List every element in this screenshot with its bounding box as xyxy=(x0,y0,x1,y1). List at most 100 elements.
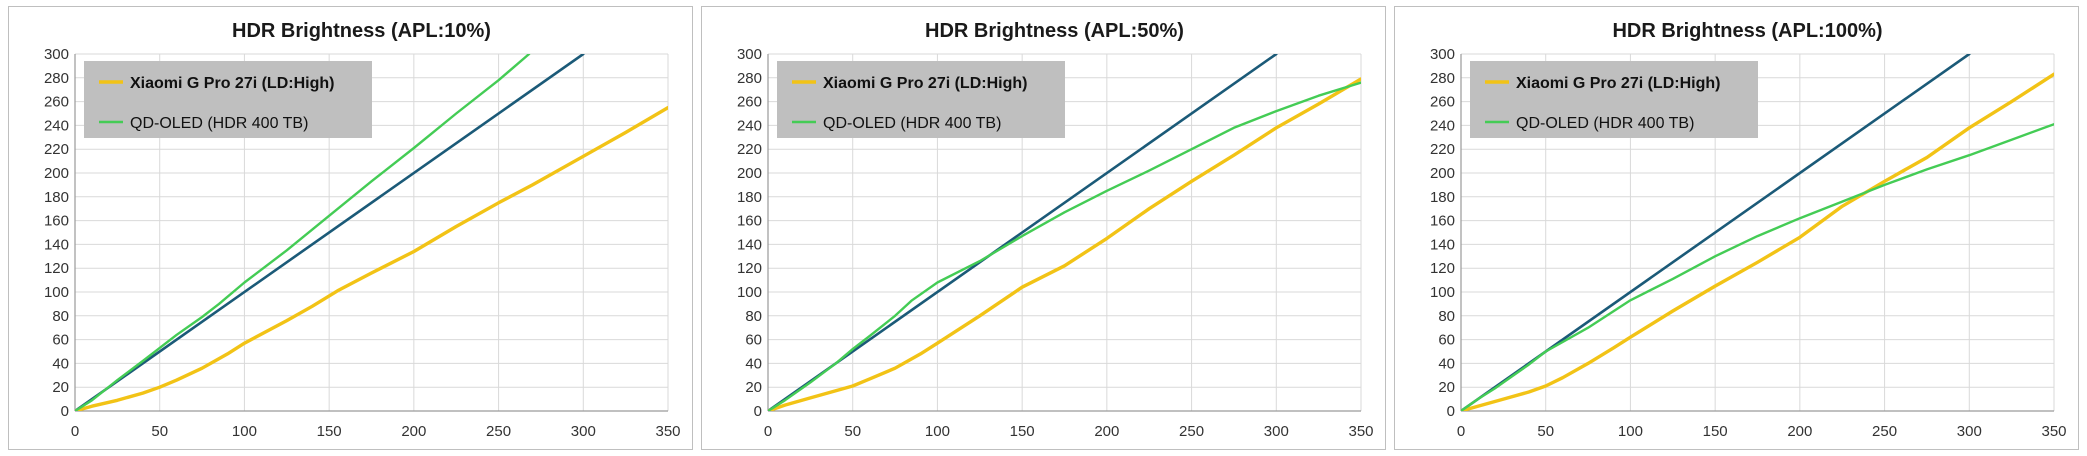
y-tick-label: 120 xyxy=(44,260,69,277)
series-line-xiaomi xyxy=(1461,72,2054,411)
x-tick-label: 350 xyxy=(2041,423,2066,440)
y-tick-label: 260 xyxy=(737,94,762,111)
y-tick-label: 20 xyxy=(745,379,762,396)
legend: Xiaomi G Pro 27i (LD:High) QD-OLED (HDR 4… xyxy=(1470,61,1758,138)
chart-title: HDR Brightness (APL:50%) xyxy=(925,20,1184,42)
x-tick-label: 100 xyxy=(925,423,950,440)
y-tick-label: 200 xyxy=(44,165,69,182)
series-line-qdoled xyxy=(75,54,531,411)
y-tick-label: 160 xyxy=(44,213,69,230)
series-line-reference xyxy=(768,54,1278,411)
x-tick-label: 250 xyxy=(1872,423,1897,440)
chart-apl-10: HDR Brightness (APL:10%) 0 20 40 60 80 100 120 1… xyxy=(44,20,681,440)
y-tick-label: 140 xyxy=(737,236,762,253)
y-tick-label: 300 xyxy=(1430,46,1455,63)
y-tick-label: 260 xyxy=(1430,94,1455,111)
x-tick-label: 150 xyxy=(1703,423,1728,440)
chart-title: HDR Brightness (APL:100%) xyxy=(1612,20,1882,42)
y-tick-label: 280 xyxy=(44,70,69,87)
y-tick-label: 200 xyxy=(737,165,762,182)
x-tick-label: 250 xyxy=(1179,423,1204,440)
y-tick-label: 20 xyxy=(1438,379,1455,396)
x-tick-label: 250 xyxy=(486,423,511,440)
y-tick-label: 60 xyxy=(745,332,762,349)
chart-panel-apl-50: HDR Brightness (APL:50%) 0 20 40 60 80 100 120 1… xyxy=(701,6,1386,450)
y-tick-label: 120 xyxy=(737,260,762,277)
y-tick-label: 240 xyxy=(44,117,69,134)
x-tick-label: 350 xyxy=(1348,423,1373,440)
x-tick-label: 50 xyxy=(151,423,168,440)
legend-box xyxy=(777,61,1065,138)
y-tick-label: 280 xyxy=(737,70,762,87)
x-tick-label: 200 xyxy=(401,423,426,440)
y-tick-label: 180 xyxy=(44,189,69,206)
chart-panel-apl-10: HDR Brightness (APL:10%) 0 20 40 60 80 100 120 1… xyxy=(8,6,693,450)
x-tick-label: 350 xyxy=(655,423,680,440)
legend-label-qdoled: QD-OLED (HDR 400 TB) xyxy=(1516,115,1694,132)
legend-box xyxy=(1470,61,1758,138)
x-tick-label: 300 xyxy=(1957,423,1982,440)
y-tick-label: 180 xyxy=(737,189,762,206)
y-tick-label: 120 xyxy=(1430,260,1455,277)
x-tick-label: 150 xyxy=(317,423,342,440)
legend-box xyxy=(84,61,372,138)
x-tick-label: 300 xyxy=(1264,423,1289,440)
y-tick-label: 240 xyxy=(1430,117,1455,134)
x-tick-label: 100 xyxy=(232,423,257,440)
x-tick-label: 0 xyxy=(71,423,79,440)
y-tick-label: 100 xyxy=(737,284,762,301)
x-tick-label: 100 xyxy=(1618,423,1643,440)
y-tick-label: 260 xyxy=(44,94,69,111)
y-tick-label: 20 xyxy=(52,379,69,396)
y-tick-label: 160 xyxy=(737,213,762,230)
y-tick-label: 0 xyxy=(61,403,69,420)
y-tick-label: 80 xyxy=(52,308,69,325)
y-tick-label: 100 xyxy=(44,284,69,301)
y-tick-label: 300 xyxy=(737,46,762,63)
series-line-reference xyxy=(75,54,585,411)
y-tick-label: 220 xyxy=(737,141,762,158)
y-tick-label: 80 xyxy=(745,308,762,325)
y-tick-label: 160 xyxy=(1430,213,1455,230)
y-tick-label: 80 xyxy=(1438,308,1455,325)
legend-label-xiaomi: Xiaomi G Pro 27i (LD:High) xyxy=(823,75,1027,92)
y-tick-label: 0 xyxy=(1447,403,1455,420)
legend-label-qdoled: QD-OLED (HDR 400 TB) xyxy=(130,115,308,132)
x-tick-label: 50 xyxy=(844,423,861,440)
x-tick-label: 200 xyxy=(1787,423,1812,440)
x-tick-label: 0 xyxy=(764,423,772,440)
y-tick-label: 220 xyxy=(1430,141,1455,158)
legend: Xiaomi G Pro 27i (LD:High) QD-OLED (HDR 4… xyxy=(777,61,1065,138)
legend-label-qdoled: QD-OLED (HDR 400 TB) xyxy=(823,115,1001,132)
y-tick-label: 40 xyxy=(1438,355,1455,372)
y-tick-label: 300 xyxy=(44,46,69,63)
y-tick-label: 40 xyxy=(745,355,762,372)
series-line-qdoled xyxy=(1461,123,2054,411)
x-tick-label: 300 xyxy=(571,423,596,440)
y-tick-label: 140 xyxy=(44,236,69,253)
x-tick-label: 0 xyxy=(1457,423,1465,440)
y-tick-label: 180 xyxy=(1430,189,1455,206)
x-tick-label: 150 xyxy=(1010,423,1035,440)
series-line-xiaomi xyxy=(75,105,668,411)
y-tick-label: 140 xyxy=(1430,236,1455,253)
y-tick-label: 60 xyxy=(1438,332,1455,349)
chart-panel-apl-100: HDR Brightness (APL:100%) 0 20 40 60 80 100 120… xyxy=(1394,6,2079,450)
chart-apl-100: HDR Brightness (APL:100%) 0 20 40 60 80 100 120… xyxy=(1430,20,2067,440)
y-tick-label: 40 xyxy=(52,355,69,372)
chart-apl-50: HDR Brightness (APL:50%) 0 20 40 60 80 100 120 1… xyxy=(737,20,1374,440)
y-tick-label: 100 xyxy=(1430,284,1455,301)
y-tick-label: 0 xyxy=(754,403,762,420)
chart-title: HDR Brightness (APL:10%) xyxy=(232,20,491,42)
legend-label-xiaomi: Xiaomi G Pro 27i (LD:High) xyxy=(130,75,334,92)
y-tick-label: 200 xyxy=(1430,165,1455,182)
legend: Xiaomi G Pro 27i (LD:High) QD-OLED (HDR 4… xyxy=(84,61,372,138)
x-tick-label: 50 xyxy=(1537,423,1554,440)
y-tick-label: 220 xyxy=(44,141,69,158)
y-tick-label: 280 xyxy=(1430,70,1455,87)
x-tick-label: 200 xyxy=(1094,423,1119,440)
y-tick-label: 60 xyxy=(52,332,69,349)
series-line-qdoled xyxy=(768,81,1361,411)
legend-label-xiaomi: Xiaomi G Pro 27i (LD:High) xyxy=(1516,75,1720,92)
series-line-xiaomi xyxy=(768,77,1361,411)
